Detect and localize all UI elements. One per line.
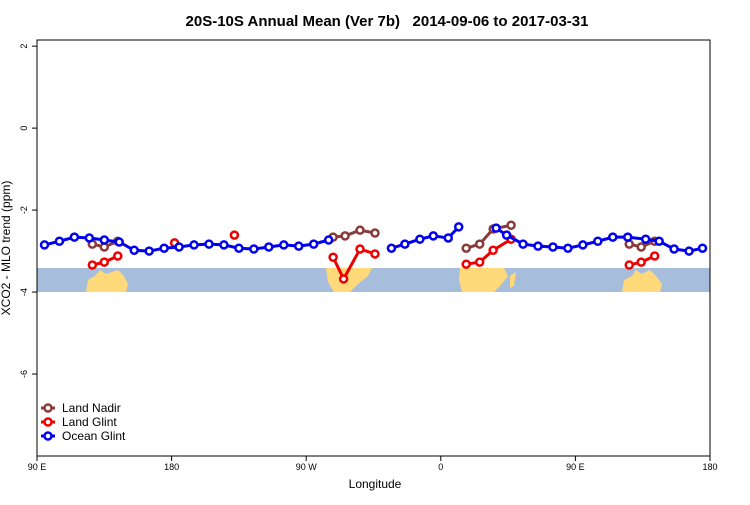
- point: [669, 244, 679, 254]
- point: [370, 228, 380, 238]
- x-tick-label: 90 E: [28, 462, 47, 472]
- point: [340, 231, 350, 241]
- point: [264, 242, 274, 252]
- point: [189, 240, 199, 250]
- point: [114, 237, 125, 247]
- ocean-band: [37, 268, 710, 292]
- point: [518, 239, 528, 249]
- point: [697, 243, 708, 253]
- point: [69, 232, 80, 242]
- point: [159, 243, 169, 253]
- point: [174, 242, 184, 252]
- point: [461, 243, 471, 253]
- point: [533, 241, 543, 251]
- point: [99, 235, 110, 245]
- point: [234, 243, 244, 253]
- point: [461, 259, 471, 269]
- point: [684, 246, 694, 256]
- point: [624, 260, 634, 270]
- point: [323, 235, 334, 245]
- point: [636, 257, 646, 267]
- legend-label: Land Nadir: [62, 401, 121, 415]
- point: [501, 230, 512, 240]
- land-south-america: [326, 268, 372, 292]
- y-tick-label: 0: [19, 126, 29, 131]
- point: [548, 242, 558, 252]
- point: [87, 260, 98, 270]
- point: [443, 233, 454, 243]
- point: [654, 236, 664, 246]
- point: [39, 240, 50, 250]
- land-australia: [622, 270, 662, 292]
- y-axis-label: XCO2 - MLO trend (ppm): [0, 181, 13, 316]
- legend-marker: [43, 417, 53, 427]
- point: [640, 234, 651, 244]
- point: [355, 225, 365, 235]
- point: [386, 243, 397, 253]
- point: [84, 233, 95, 243]
- legend-marker: [43, 403, 53, 413]
- point: [474, 239, 485, 249]
- land-africa: [459, 268, 516, 292]
- point: [129, 245, 139, 256]
- point: [506, 220, 516, 231]
- x-tick-label: 180: [164, 462, 179, 472]
- x-tick-label: 90 E: [566, 462, 585, 472]
- point: [229, 230, 240, 240]
- point: [636, 242, 646, 252]
- legend-label: Ocean Glint: [62, 429, 126, 443]
- point: [474, 257, 485, 267]
- land-australia: [86, 270, 128, 292]
- point: [144, 246, 154, 256]
- point: [204, 239, 214, 249]
- point: [400, 239, 410, 249]
- point: [593, 236, 603, 246]
- point: [488, 245, 498, 256]
- map-strip: [37, 268, 710, 292]
- y-tick-label: -4: [19, 288, 29, 296]
- point: [328, 252, 338, 262]
- legend-label: Land Glint: [62, 415, 117, 429]
- point: [219, 240, 229, 250]
- point: [428, 231, 439, 241]
- chart-title: 20S-10S Annual Mean (Ver 7b) 2014-09-06 …: [186, 13, 589, 30]
- point: [453, 222, 464, 232]
- point: [308, 239, 319, 249]
- point: [293, 241, 304, 251]
- point: [578, 240, 588, 250]
- point: [355, 244, 365, 254]
- legend-marker: [43, 431, 53, 441]
- x-tick-label: 180: [702, 462, 717, 472]
- point: [415, 234, 425, 244]
- y-tick-label: -6: [19, 370, 29, 378]
- point: [370, 249, 380, 259]
- point: [649, 251, 660, 261]
- point: [563, 243, 573, 253]
- point: [491, 223, 501, 233]
- point: [338, 274, 349, 284]
- x-tick-label: 0: [438, 462, 443, 472]
- x-axis-label: Longitude: [349, 477, 402, 491]
- point: [99, 257, 110, 267]
- point: [279, 240, 289, 250]
- point: [249, 244, 259, 254]
- point: [113, 251, 123, 261]
- point: [54, 236, 65, 246]
- point: [608, 232, 618, 242]
- y-tick-label: 2: [19, 44, 29, 49]
- x-tick-label: 90 W: [296, 462, 318, 472]
- point: [622, 232, 633, 242]
- y-tick-label: -2: [19, 206, 29, 214]
- plot-frame: [36, 39, 711, 457]
